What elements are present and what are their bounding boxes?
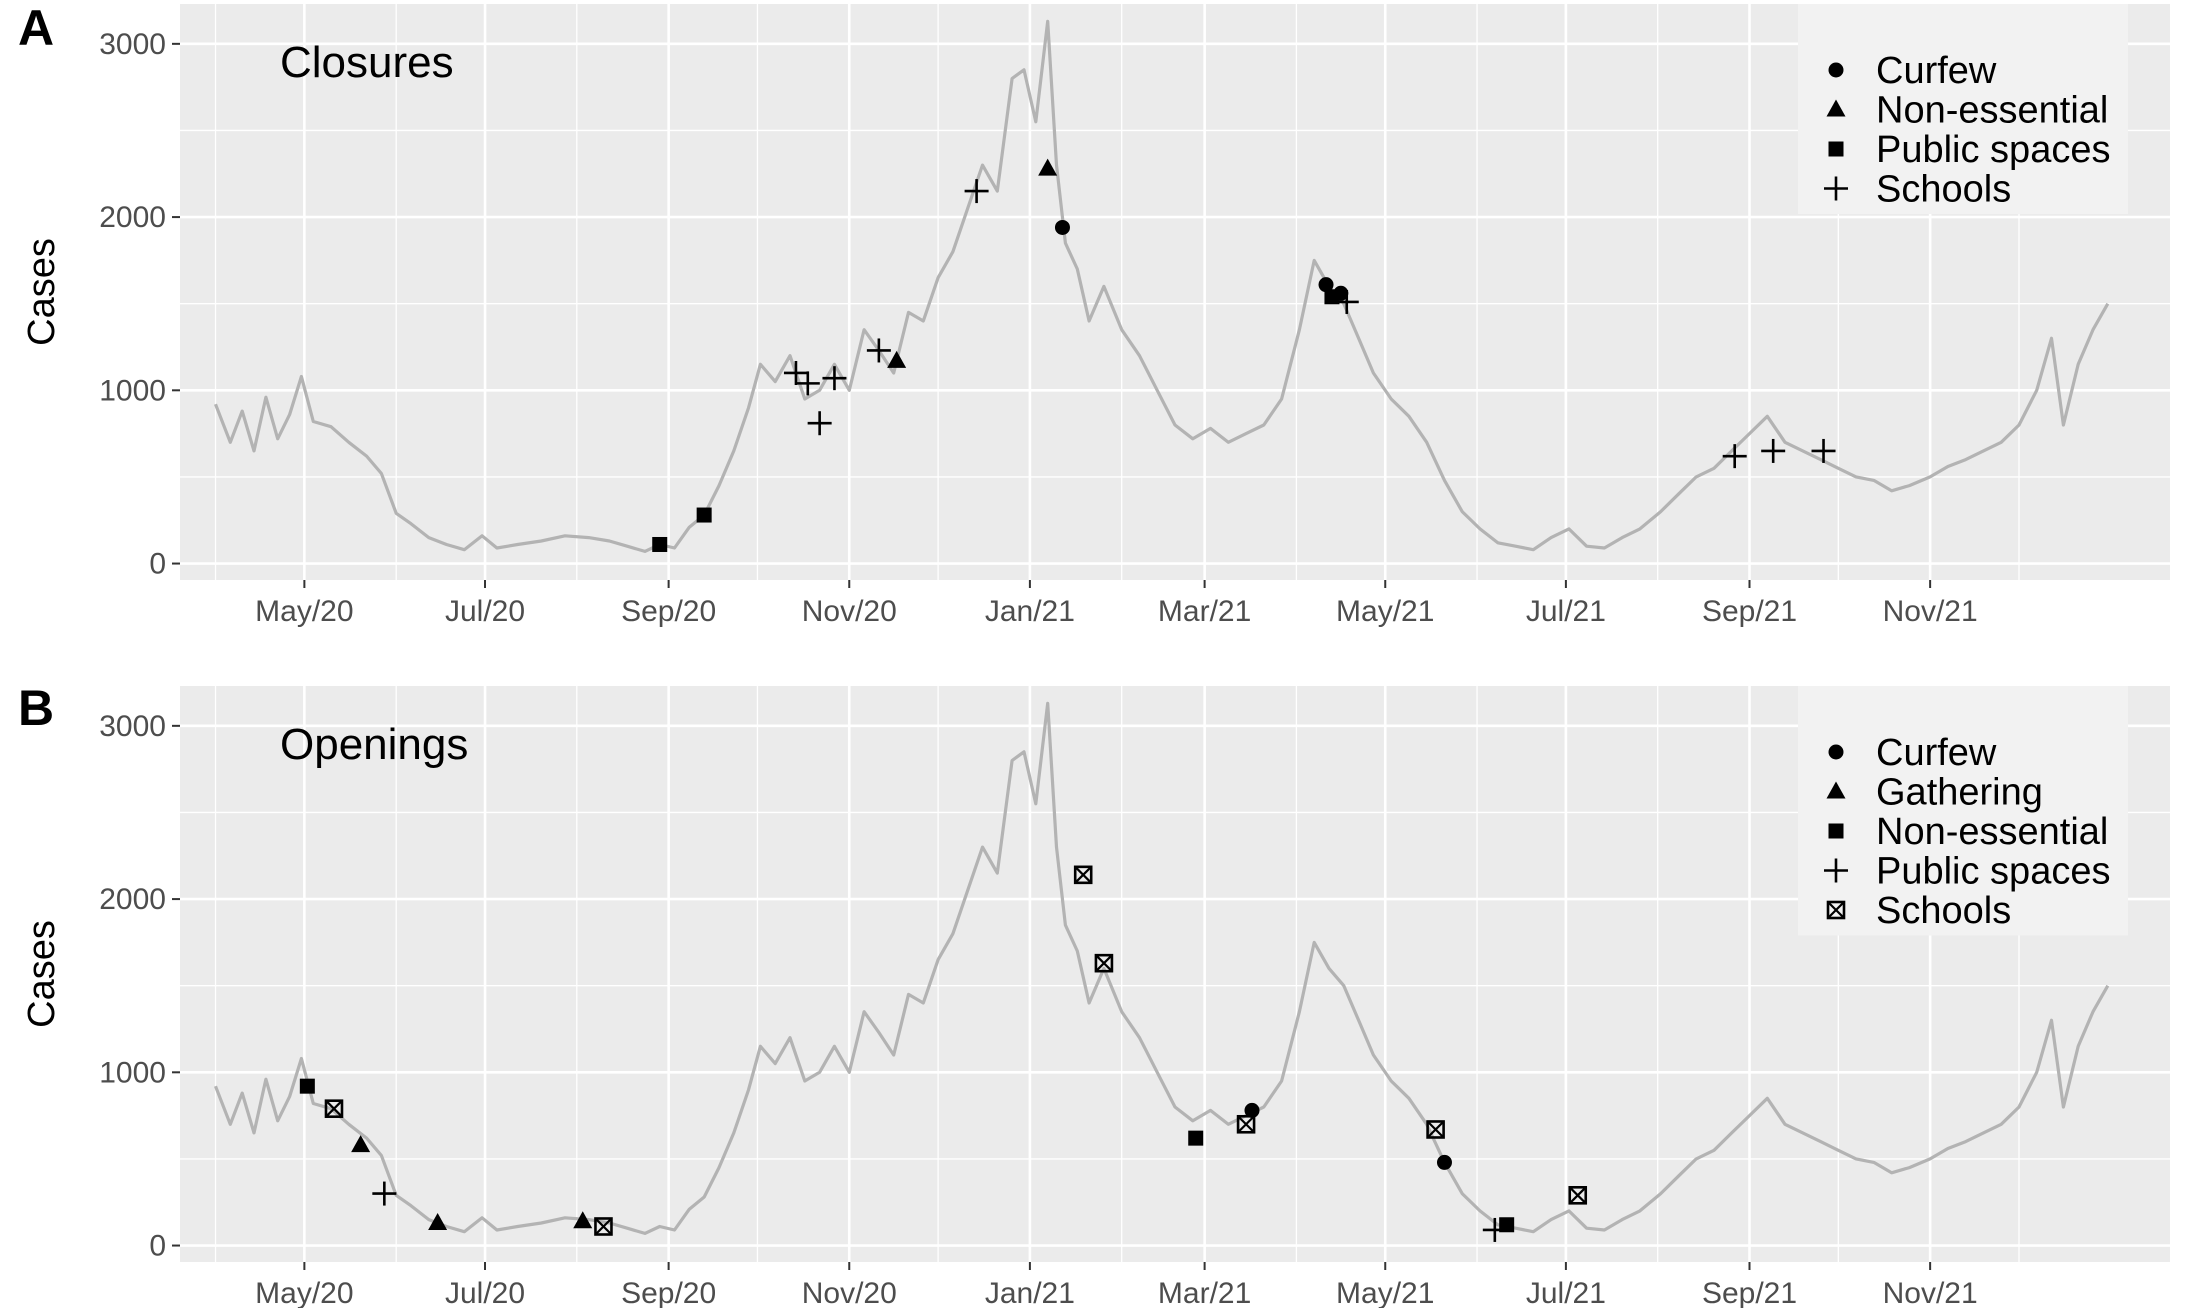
marker-curfew xyxy=(1436,1154,1452,1170)
marker-non-essential xyxy=(299,1078,315,1094)
marker-curfew xyxy=(1318,277,1334,293)
x-tick-label: May/21 xyxy=(1336,1277,1434,1308)
marker-schools xyxy=(1761,438,1786,463)
marker-schools xyxy=(807,411,832,436)
x-tick-label: May/20 xyxy=(255,595,353,628)
marker-schools xyxy=(1722,444,1747,469)
x-tick-label: Jan/21 xyxy=(985,1277,1075,1308)
marker-public-spaces xyxy=(1324,289,1340,305)
panel-b: 0 1000 2000 3000 May/20 Jul/20 Sep/20 Nov/20 Jan… xyxy=(18,680,2170,1308)
x-tick-label: Jul/21 xyxy=(1526,1277,1606,1308)
marker-schools xyxy=(783,360,808,385)
y-axis-title: Cases xyxy=(21,920,63,1028)
legend-label: Non-essential xyxy=(1876,90,2108,132)
legend-key xyxy=(1824,176,1848,201)
y-tick-label: 3000 xyxy=(99,28,166,61)
marker-schools xyxy=(795,371,820,396)
x-tick-label: Jul/20 xyxy=(445,595,525,628)
legend-key xyxy=(1828,141,1844,157)
panel-title: Openings xyxy=(280,720,468,769)
legend-label: Public spaces xyxy=(1876,851,2110,893)
marker-schools xyxy=(324,1099,344,1118)
marker-schools xyxy=(1094,953,1114,973)
y-tick-label: 1000 xyxy=(99,374,166,407)
x-tick-label: Sep/21 xyxy=(1702,595,1797,628)
legend-label: Schools xyxy=(1876,890,2011,932)
y-tick-label: 1000 xyxy=(99,1056,166,1089)
legend-key xyxy=(1826,781,1846,799)
x-tick-label: Mar/21 xyxy=(1158,1277,1251,1308)
x-tick-label: Nov/21 xyxy=(1883,1277,1978,1308)
marker-schools xyxy=(1073,865,1093,885)
marker-non-essential xyxy=(1038,158,1058,176)
x-tick-label: Jan/21 xyxy=(985,595,1075,628)
x-tick-label: Jul/20 xyxy=(445,1277,525,1308)
marker-public-spaces xyxy=(1482,1217,1507,1242)
marker-gathering xyxy=(428,1213,448,1231)
marker-schools xyxy=(1334,289,1359,314)
x-tick-label: Mar/21 xyxy=(1158,595,1251,628)
panel-title: Closures xyxy=(280,38,454,87)
panel-a: 0 1000 2000 3000 May/20 Jul/20 Sep/20 Nov/20 Jan… xyxy=(18,0,2170,628)
x-tick-label: Sep/21 xyxy=(1702,1277,1797,1308)
marker-curfew xyxy=(1244,1102,1260,1118)
legend-key xyxy=(1828,744,1844,760)
legend-label: Non-essential xyxy=(1876,811,2108,853)
marker-non-essential xyxy=(1188,1130,1204,1146)
y-tick-label: 0 xyxy=(149,1230,166,1263)
marker-public-spaces xyxy=(372,1181,397,1206)
x-tick-label: May/21 xyxy=(1336,595,1434,628)
panel-letter: A xyxy=(18,0,54,56)
legend-key xyxy=(1826,900,1846,920)
y-tick-label: 2000 xyxy=(99,883,166,916)
legend-label: Schools xyxy=(1876,169,2011,211)
legend-key xyxy=(1824,858,1848,883)
legend-key xyxy=(1826,99,1846,117)
marker-schools xyxy=(594,1217,613,1236)
panel-letter: B xyxy=(18,680,54,736)
legend-label: Curfew xyxy=(1876,732,1997,774)
y-tick-label: 3000 xyxy=(99,710,166,743)
marker-schools xyxy=(822,366,847,391)
marker-gathering xyxy=(573,1211,593,1229)
y-axis-title: Cases xyxy=(21,238,63,346)
legend-key xyxy=(1828,823,1844,839)
marker-gathering xyxy=(351,1135,371,1153)
legend-background xyxy=(1798,686,2128,936)
marker-schools xyxy=(964,179,989,204)
legend-label: Gathering xyxy=(1876,772,2043,814)
marker-non-essential xyxy=(887,350,907,368)
x-tick-label: Nov/20 xyxy=(802,1277,897,1308)
x-tick-label: Sep/20 xyxy=(621,1277,716,1308)
marker-schools xyxy=(1236,1114,1256,1134)
legend-label: Curfew xyxy=(1876,50,1997,92)
y-tick-label: 0 xyxy=(149,548,166,581)
marker-schools xyxy=(866,338,891,363)
x-tick-label: Nov/20 xyxy=(802,595,897,628)
marker-non-essential xyxy=(1499,1217,1515,1233)
marker-curfew xyxy=(1054,219,1070,235)
legend-background xyxy=(1798,4,2128,214)
marker-public-spaces xyxy=(696,507,712,523)
legend-key xyxy=(1828,62,1844,78)
x-tick-label: Nov/21 xyxy=(1883,595,1978,628)
cases-line xyxy=(214,19,2110,553)
marker-schools xyxy=(1811,438,1836,463)
x-tick-label: May/20 xyxy=(255,1277,353,1308)
y-tick-label: 2000 xyxy=(99,201,166,234)
marker-schools xyxy=(1426,1120,1445,1139)
marker-schools xyxy=(1568,1186,1588,1205)
x-tick-label: Sep/20 xyxy=(621,595,716,628)
x-tick-label: Jul/21 xyxy=(1526,595,1606,628)
cases-line xyxy=(214,701,2110,1235)
marker-public-spaces xyxy=(652,536,668,552)
legend-label: Public spaces xyxy=(1876,129,2110,171)
